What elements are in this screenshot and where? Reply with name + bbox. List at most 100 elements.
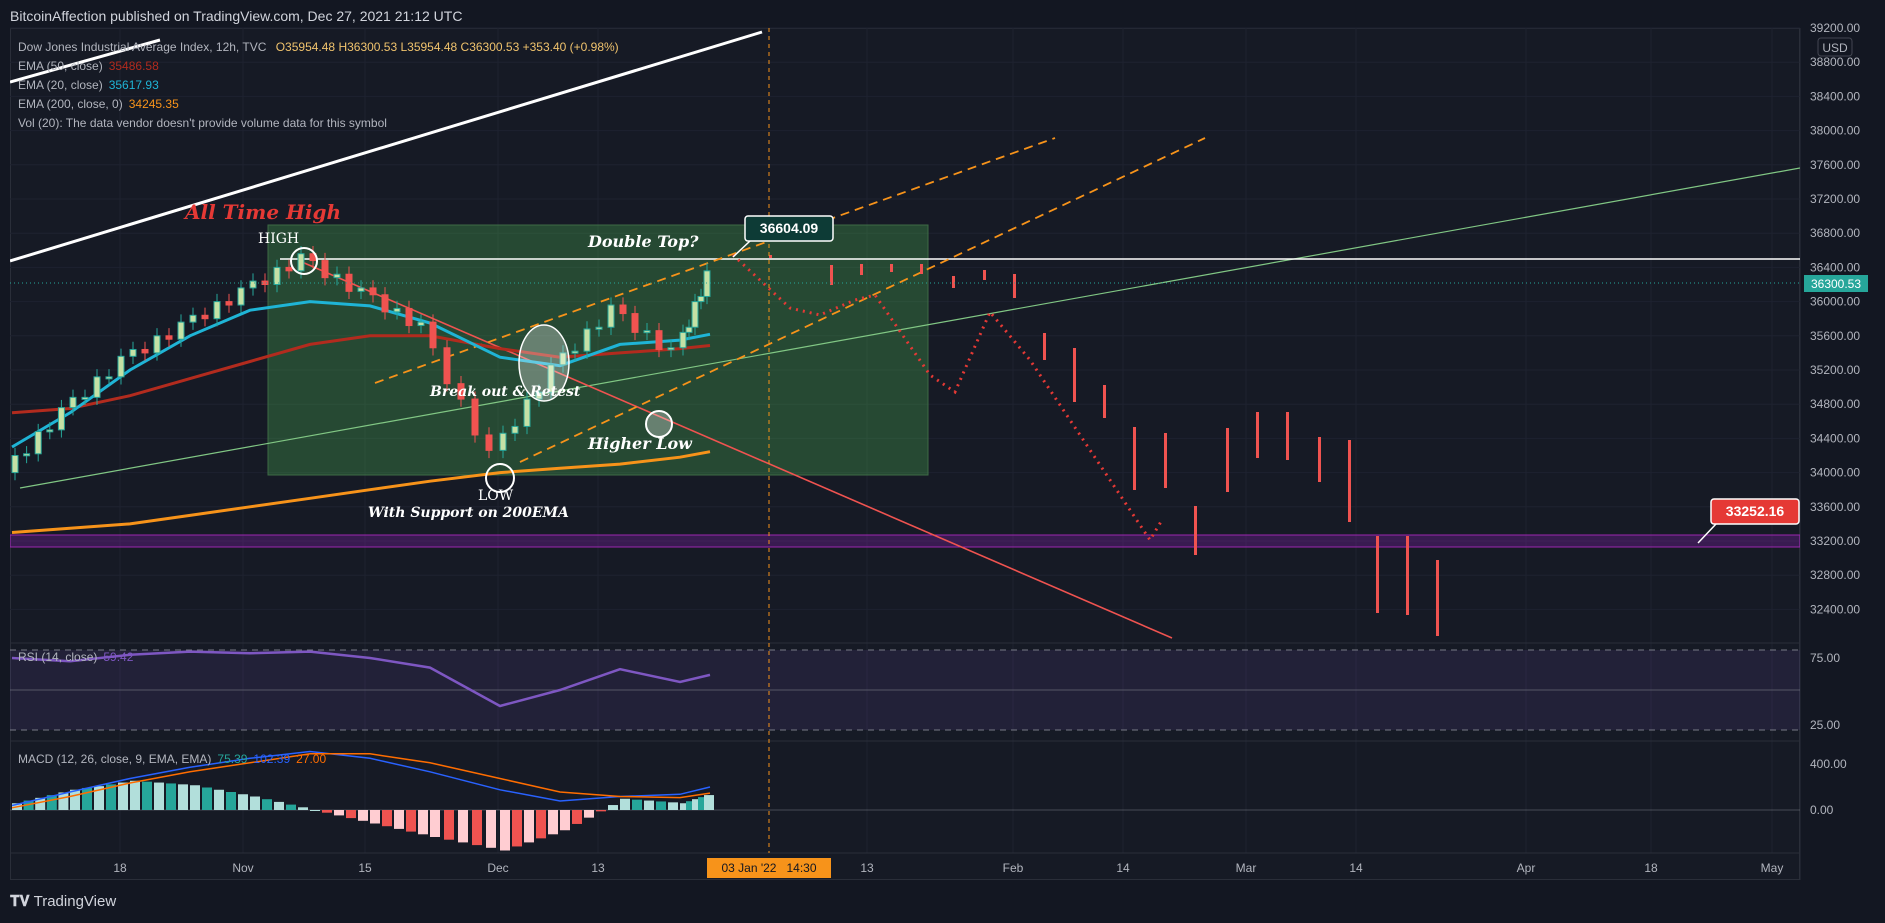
macd-bar [584, 810, 594, 818]
crosshair-time-label: 03 Jan '22 14:30 [721, 861, 816, 875]
candle-body [273, 266, 281, 285]
macd-bar [536, 810, 546, 839]
ema200-name: EMA (200, close, 0) [18, 97, 123, 111]
support-label: With Support on 200EMA [368, 505, 569, 521]
price-tick: 38000.00 [1810, 124, 1860, 138]
brand-footer[interactable]: 𝐓𝐕 TradingView [10, 893, 116, 910]
macd-bar [226, 792, 236, 810]
macd-bar [394, 810, 404, 829]
candle-body [285, 266, 293, 272]
candle-body [225, 301, 233, 306]
price-axis[interactable]: 39200.00 38800.00 38400.00 38000.00 37600.00… [1810, 21, 1860, 616]
macd-bar [680, 803, 690, 810]
price-tick: 33600.00 [1810, 500, 1860, 514]
candle-body [141, 348, 149, 354]
candle-body [405, 307, 413, 327]
macd-bar [418, 810, 428, 835]
ath-trendline[interactable] [10, 30, 763, 263]
projected-bar [1436, 560, 1439, 636]
high-marker[interactable] [290, 247, 318, 275]
symbol-name: Dow Jones Industrial Average Index, 12h,… [18, 40, 267, 54]
candle-body [417, 321, 425, 327]
projected-bar [1376, 536, 1379, 613]
price-tick: 34000.00 [1810, 466, 1860, 480]
ema50-line[interactable] [11, 334, 711, 415]
projected-path [731, 253, 1164, 543]
ath-trendline-2[interactable] [10, 38, 161, 84]
price-tick: 38800.00 [1810, 55, 1860, 69]
higher-low-marker[interactable] [645, 410, 673, 438]
macd-bar [58, 792, 69, 810]
ema200-line[interactable] [11, 450, 711, 534]
retest-marker[interactable] [518, 324, 570, 402]
candle-body [11, 455, 19, 474]
candle-body [703, 270, 711, 297]
support-zone[interactable] [10, 534, 1800, 548]
signal-line[interactable] [11, 753, 711, 809]
macd-bar [608, 805, 618, 810]
macd-bar [154, 782, 164, 810]
candle-body [34, 431, 42, 455]
last-price-badge[interactable] [1804, 275, 1868, 292]
target-top-badge[interactable] [744, 215, 834, 242]
macd-bar [698, 797, 708, 810]
ohlc-values: O35954.48 H36300.53 L35954.48 C36300.53 … [275, 40, 619, 54]
low-marker[interactable] [485, 463, 515, 493]
candle-body [297, 253, 305, 272]
rising-channel[interactable] [374, 137, 1206, 463]
candle-body [457, 383, 465, 400]
macd-bar [130, 780, 140, 810]
descending-trendline[interactable] [301, 261, 1173, 639]
price-tick: 34800.00 [1810, 397, 1860, 411]
candle-body [117, 355, 125, 378]
ema200-value: 34245.35 [128, 97, 179, 111]
macd-bar [214, 789, 224, 810]
consolidation-box[interactable] [267, 224, 929, 476]
candle-body [237, 287, 245, 306]
macd-bar [82, 787, 92, 810]
green-trendline[interactable] [19, 167, 1800, 489]
projected-bar [920, 264, 923, 274]
macd-value-3: 27.00 [296, 752, 327, 766]
macd-bar [472, 810, 482, 846]
macd-bar [458, 810, 468, 843]
high-label: HIGH [258, 231, 300, 247]
ema20-line[interactable] [11, 300, 711, 449]
candle-body [333, 273, 341, 279]
time-axis[interactable]: 18 Nov 15 Dec 13 13 Feb 14 Mar 14 Apr 18 May [113, 861, 1783, 875]
macd-bar [486, 810, 496, 848]
ema50-legend[interactable]: EMA (50, close) 35486.58 [18, 59, 159, 73]
candle-body [485, 434, 493, 451]
macd-bar [298, 807, 308, 810]
target-top-label: 36604.09 [760, 220, 819, 236]
rsi-legend[interactable]: RSI (14, close) 59.42 [18, 650, 133, 664]
candle-body [443, 347, 451, 385]
macd-bar [142, 781, 152, 810]
currency-badge[interactable] [1817, 37, 1853, 57]
macd-bar [632, 799, 642, 810]
target-bottom-badge[interactable] [1710, 498, 1800, 525]
macd-histogram[interactable] [12, 780, 714, 851]
macd-bar [35, 797, 46, 810]
macd-bar [444, 810, 454, 840]
candle-body [213, 301, 221, 320]
candle-body [129, 348, 137, 357]
target-bottom-label: 33252.16 [1726, 503, 1785, 519]
candle-body [499, 432, 507, 451]
macd-bar [686, 801, 696, 810]
macd-bar [524, 810, 534, 843]
macd-bar [704, 795, 714, 810]
ema20-legend[interactable]: EMA (20, close) 35617.93 [18, 78, 159, 92]
candle-body [23, 453, 31, 457]
header-bar: BitcoinAffection published on TradingVie… [0, 0, 1885, 30]
macd-legend[interactable]: MACD (12, 26, close, 9, EMA, EMA) 75.39 10… [18, 752, 326, 766]
low-label: LOW [478, 488, 514, 504]
candle-body [189, 314, 197, 323]
symbol-legend[interactable]: Dow Jones Industrial Average Index, 12h,… [18, 40, 619, 54]
time-tick: 18 [1644, 861, 1658, 875]
volume-legend[interactable]: Vol (20): The data vendor doesn't provid… [18, 116, 387, 130]
rsi-line[interactable] [11, 650, 711, 708]
ema200-legend[interactable]: EMA (200, close, 0) 34245.35 [18, 97, 179, 111]
time-tick: 13 [591, 861, 605, 875]
